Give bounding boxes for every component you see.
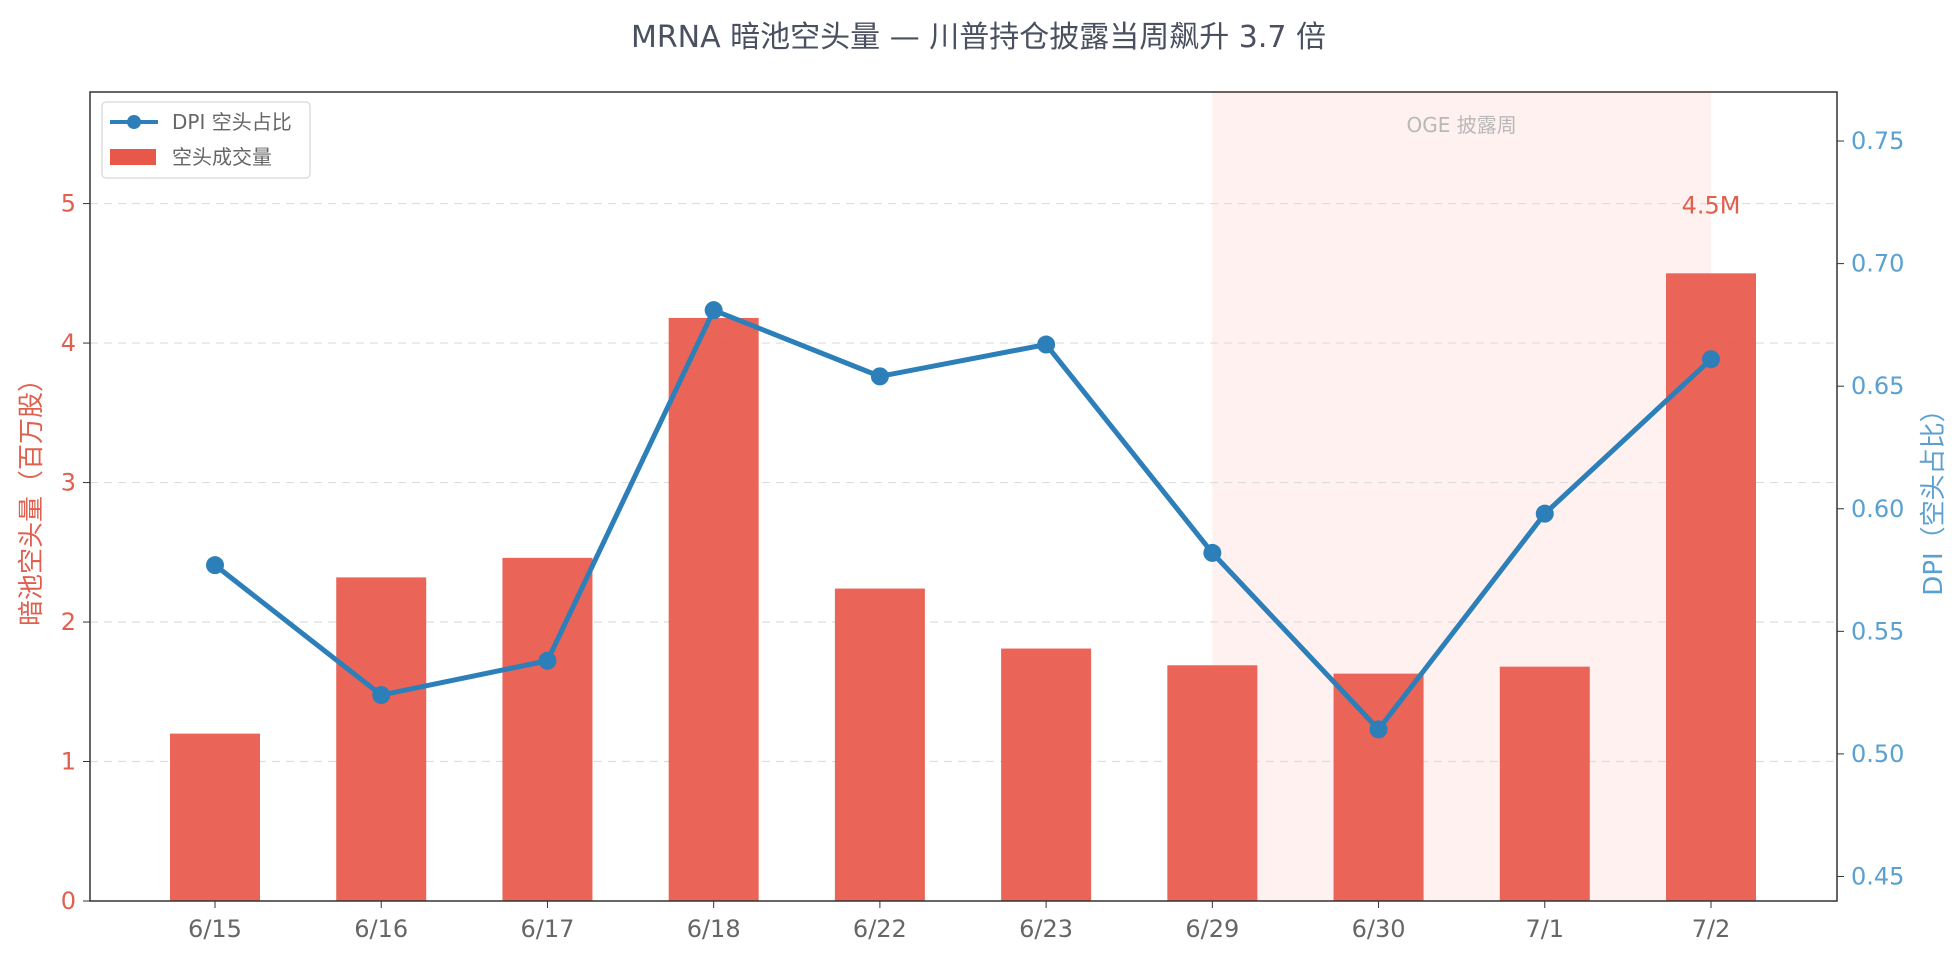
bar bbox=[502, 557, 593, 901]
bar-series bbox=[170, 273, 1756, 902]
plot-frame bbox=[89, 91, 1838, 902]
line-point bbox=[538, 651, 557, 670]
line-series bbox=[206, 301, 1720, 739]
line-point bbox=[1702, 350, 1720, 369]
bar bbox=[1001, 648, 1092, 901]
x-tick-label: 6/30 bbox=[1352, 915, 1406, 943]
x-tick-label: 7/1 bbox=[1525, 915, 1564, 943]
line-point bbox=[870, 367, 889, 386]
line-point bbox=[206, 556, 224, 575]
y-tick-label: 1 bbox=[61, 748, 76, 776]
bar bbox=[1333, 673, 1424, 901]
line-point bbox=[1203, 543, 1222, 562]
y2-tick-label: 0.55 bbox=[1851, 617, 1904, 645]
y-tick-label: 2 bbox=[61, 608, 76, 636]
legend: DPI 空头占比 空头成交量 bbox=[101, 101, 311, 179]
legend-label-line: DPI 空头占比 bbox=[172, 110, 292, 134]
x-tick-label: 6/17 bbox=[520, 915, 574, 943]
x-tick-label: 6/29 bbox=[1185, 915, 1239, 943]
bar bbox=[170, 733, 260, 901]
left-axis-ticks: 0 1 2 3 4 5 bbox=[61, 190, 90, 915]
x-tick-label: 7/2 bbox=[1692, 915, 1731, 943]
legend-line-marker bbox=[127, 115, 141, 129]
x-tick-label: 6/15 bbox=[188, 915, 242, 943]
gridlines bbox=[90, 202, 1837, 763]
y2-tick-label: 0.50 bbox=[1851, 740, 1904, 768]
bar bbox=[668, 317, 759, 902]
x-tick-label: 6/18 bbox=[687, 915, 741, 943]
right-axis-ticks: 0.45 0.50 0.55 0.60 0.65 0.70 0.75 bbox=[1837, 127, 1904, 890]
legend-bar-swatch bbox=[110, 149, 156, 165]
bar bbox=[336, 577, 427, 901]
bar bbox=[1666, 273, 1756, 901]
y-axis-label: 暗池空头量（百万股） bbox=[17, 366, 47, 626]
x-tick-label: 6/16 bbox=[354, 915, 408, 943]
x-axis-ticks: 6/15 6/16 6/17 6/18 6/22 6/23 6/29 6/30 7/1 7/2 bbox=[188, 901, 1730, 943]
y-tick-label: 5 bbox=[61, 190, 76, 218]
legend-label-bar: 空头成交量 bbox=[172, 145, 272, 169]
line-point bbox=[1037, 335, 1056, 354]
line-path bbox=[213, 307, 1713, 732]
y2-tick-label: 0.65 bbox=[1851, 372, 1904, 400]
line-point bbox=[704, 301, 723, 320]
bar-annotation: 4.5M bbox=[1682, 191, 1741, 219]
line-point bbox=[1535, 504, 1554, 523]
y2-tick-label: 0.60 bbox=[1851, 495, 1904, 523]
highlight-band bbox=[1212, 92, 1711, 901]
highlight-label: OGE 披露周 bbox=[1407, 113, 1517, 137]
y-tick-label: 0 bbox=[61, 887, 76, 915]
line-point bbox=[1369, 720, 1388, 739]
bar bbox=[834, 588, 925, 901]
y2-tick-label: 0.70 bbox=[1851, 250, 1904, 278]
y2-axis-label: DPI（空头占比） bbox=[1919, 396, 1949, 595]
y-tick-label: 4 bbox=[61, 329, 76, 357]
line-point bbox=[372, 686, 391, 705]
x-tick-label: 6/23 bbox=[1019, 915, 1073, 943]
y2-tick-label: 0.75 bbox=[1851, 127, 1904, 155]
bar bbox=[1167, 665, 1258, 901]
x-tick-label: 6/22 bbox=[853, 915, 907, 943]
chart-title: MRNA 暗池空头量 — 川普持仓披露当周飙升 3.7 倍 bbox=[630, 20, 1327, 55]
y-tick-label: 3 bbox=[61, 469, 76, 497]
bar bbox=[1499, 666, 1590, 901]
y2-tick-label: 0.45 bbox=[1851, 862, 1904, 890]
